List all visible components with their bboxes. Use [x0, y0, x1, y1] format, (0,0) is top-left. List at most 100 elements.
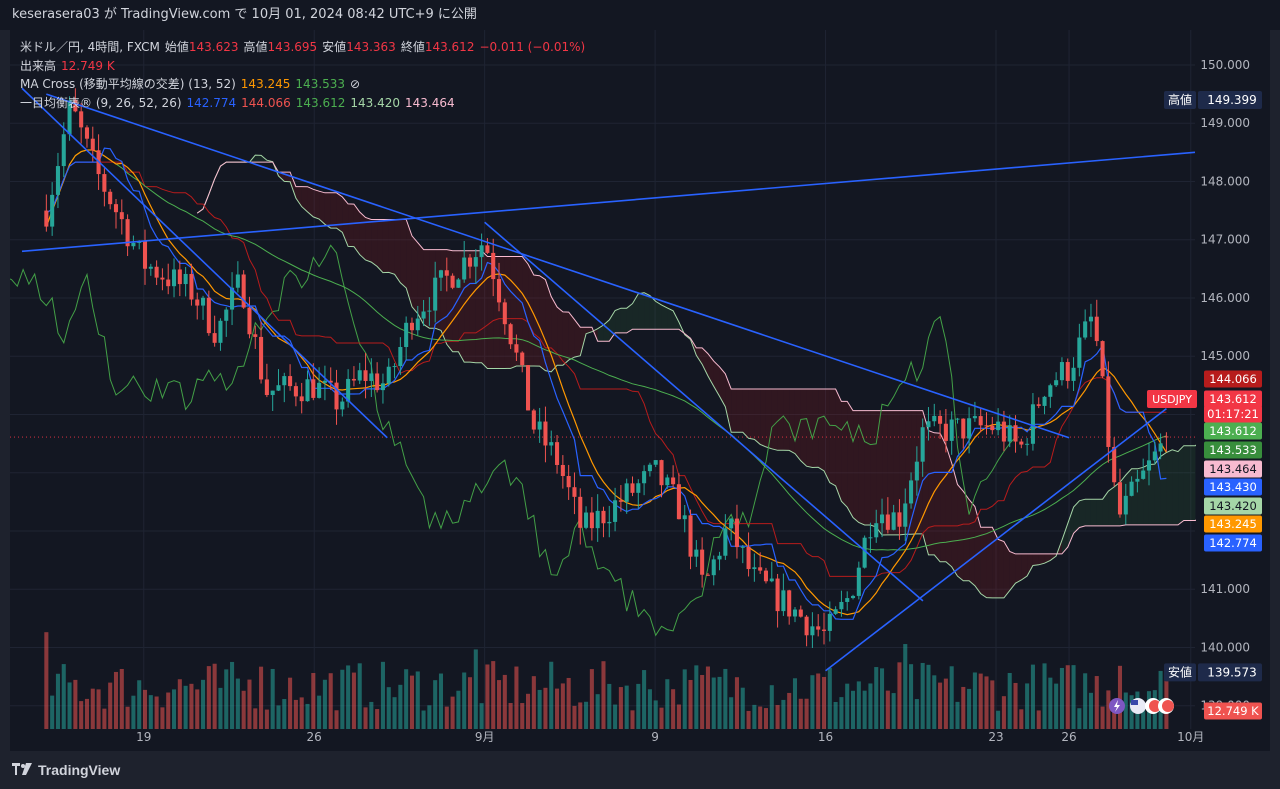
- cloud-segment: [568, 312, 575, 361]
- volume-bar: [415, 671, 420, 729]
- candle-body: [264, 379, 269, 396]
- volume-bar: [839, 697, 844, 729]
- price-chart[interactable]: 150.000 149.000 148.000 147.000 146.000 145.0…: [10, 30, 1270, 751]
- volume-bar: [264, 709, 269, 729]
- volume-bar: [55, 673, 60, 729]
- volume-bar: [850, 690, 856, 729]
- cloud-segment: [992, 527, 999, 598]
- volume-bar: [456, 690, 461, 729]
- cloud-segment: [864, 410, 871, 526]
- extreme-value-bg: [1198, 663, 1262, 682]
- volume-bar: [224, 669, 229, 729]
- candle-body: [50, 194, 55, 227]
- cloud-segment: [481, 250, 488, 369]
- low-label: 安値: [322, 40, 347, 54]
- candle-body: [868, 537, 873, 539]
- cloud-segment: [348, 203, 354, 247]
- volume-bar: [903, 644, 908, 729]
- chart-panel[interactable]: [10, 30, 1270, 751]
- volume-bar: [560, 683, 565, 729]
- cloud-segment: [829, 389, 836, 486]
- volume-bars: [44, 632, 1169, 729]
- candle-body: [346, 378, 351, 402]
- volume-bar: [938, 682, 943, 729]
- low-value: 143.363: [346, 40, 396, 54]
- time-tick-label: 16: [818, 730, 833, 744]
- cloud-segment: [974, 506, 981, 594]
- candle-body: [276, 385, 281, 391]
- volume-bar: [1123, 692, 1128, 729]
- volume-bar: [821, 676, 827, 729]
- candle-body: [206, 297, 211, 334]
- candle-body: [903, 503, 908, 527]
- candlesticks: [44, 88, 1169, 649]
- candle-body: [967, 418, 972, 439]
- ma-indicator-name: MA Cross (移動平均線の交差) (13, 52): [20, 77, 236, 91]
- candle-body: [322, 380, 327, 383]
- candle-body: [125, 219, 130, 247]
- volume-bar: [932, 675, 937, 729]
- candle-body: [642, 471, 647, 484]
- candle-body: [113, 204, 119, 213]
- candle-body: [421, 311, 426, 319]
- volume-bar: [1158, 670, 1163, 729]
- cloud-segment: [1172, 449, 1179, 525]
- cloud-segment: [824, 389, 830, 483]
- candle-body: [1135, 478, 1140, 482]
- tradingview-logo[interactable]: TradingView: [12, 762, 120, 778]
- candle-body: [1019, 441, 1024, 445]
- trendline: [825, 407, 1167, 672]
- candle-body: [212, 333, 217, 343]
- volume-bar: [758, 706, 763, 729]
- candle-body: [166, 279, 171, 287]
- cloud-segment: [1166, 449, 1173, 525]
- candle-body: [659, 460, 664, 486]
- cloud-segment: [487, 256, 494, 369]
- candle-body: [293, 386, 298, 397]
- volume-bar: [990, 680, 995, 729]
- cloud-segment: [1102, 491, 1109, 526]
- candle-body: [177, 269, 182, 285]
- cloud-segment: [1154, 456, 1161, 525]
- cloud-segment: [760, 389, 766, 447]
- cloud-segment: [940, 433, 946, 562]
- candle-body: [1094, 316, 1099, 342]
- volume-bar: [978, 673, 983, 729]
- price-badge: [1204, 534, 1262, 552]
- candle-body: [282, 376, 287, 386]
- candle-body: [160, 277, 165, 280]
- cloud-segment: [417, 242, 424, 325]
- trendline: [484, 221, 924, 602]
- volume-bar: [1048, 677, 1053, 729]
- extreme-value: 149.399: [1207, 93, 1257, 107]
- cloud-segment: [394, 219, 401, 283]
- volume-bar: [119, 668, 124, 729]
- cloud-segment: [748, 389, 755, 440]
- volume-bar: [584, 701, 589, 729]
- volume-bar: [717, 676, 722, 729]
- cloud-segment: [655, 301, 662, 330]
- volume-bar: [334, 710, 339, 729]
- candle-body: [531, 410, 536, 430]
- candle-body: [119, 212, 124, 220]
- candle-body: [769, 578, 774, 582]
- candle-body: [1071, 367, 1076, 381]
- cloud-segment: [951, 463, 958, 577]
- candle-body: [734, 518, 739, 548]
- volume-bar: [891, 693, 896, 729]
- price-badge-label: 12.749 K: [1207, 704, 1259, 718]
- volume-bar: [1065, 665, 1070, 729]
- volume-bar: [427, 705, 432, 729]
- volume-bar: [705, 666, 710, 729]
- candle-body: [647, 464, 652, 472]
- volume-bar: [473, 649, 478, 729]
- volume-bar: [856, 681, 861, 729]
- volume-bar: [462, 672, 467, 729]
- cloud-segment: [615, 308, 621, 333]
- extreme-label-bg: [1164, 90, 1196, 109]
- cloud-segment: [423, 249, 430, 329]
- candle-body: [491, 252, 496, 280]
- volume-bar: [392, 697, 397, 729]
- volume-bar: [67, 682, 72, 729]
- volume-bar: [479, 703, 484, 729]
